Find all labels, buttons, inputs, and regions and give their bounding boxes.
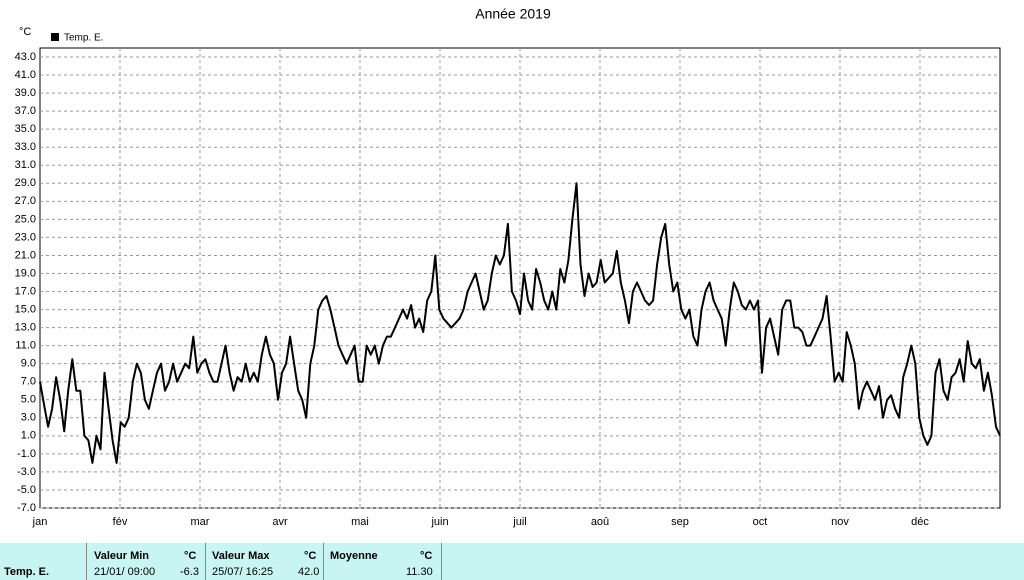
y-tick-label: 37.0 bbox=[15, 105, 36, 117]
separator bbox=[323, 543, 324, 580]
y-tick-label: 43.0 bbox=[15, 51, 36, 63]
y-tick-label: -1.0 bbox=[17, 448, 36, 460]
max-value: 42.0 bbox=[298, 566, 320, 578]
mean-unit: °C bbox=[420, 550, 433, 562]
y-tick-label: 41.0 bbox=[15, 69, 36, 81]
y-tick-label: 35.0 bbox=[15, 123, 36, 135]
x-tick-label: aoû bbox=[591, 516, 609, 528]
max-header: Valeur Max bbox=[212, 550, 270, 562]
x-tick-label: sep bbox=[671, 516, 689, 528]
x-tick-label: nov bbox=[831, 516, 849, 528]
x-tick-label: mai bbox=[351, 516, 369, 528]
max-unit: °C bbox=[304, 550, 317, 562]
y-tick-label: 15.0 bbox=[15, 303, 36, 315]
y-axis-label: °C bbox=[19, 26, 31, 38]
x-tick-label: juil bbox=[512, 516, 526, 528]
separator bbox=[86, 543, 87, 580]
legend-label: Temp. E. bbox=[64, 33, 103, 44]
y-tick-label: -7.0 bbox=[17, 502, 36, 514]
mean-value: 11.30 bbox=[406, 566, 433, 578]
y-tick-label: 13.0 bbox=[15, 322, 36, 334]
y-tick-label: -5.0 bbox=[17, 484, 36, 496]
y-tick-label: 23.0 bbox=[15, 231, 36, 243]
min-header: Valeur Min bbox=[94, 550, 150, 562]
y-tick-label: 25.0 bbox=[15, 213, 36, 225]
min-unit: °C bbox=[184, 550, 197, 562]
x-tick-label: fév bbox=[113, 516, 128, 528]
x-tick-label: juin bbox=[430, 516, 448, 528]
separator bbox=[441, 543, 442, 580]
y-tick-label: 1.0 bbox=[21, 430, 36, 442]
y-tick-label: 5.0 bbox=[21, 394, 36, 406]
y-tick-label: 19.0 bbox=[15, 267, 36, 279]
y-tick-label: 17.0 bbox=[15, 285, 36, 297]
x-tick-label: déc bbox=[911, 516, 929, 528]
mean-header: Moyenne bbox=[330, 550, 378, 562]
row-label: Temp. E. bbox=[4, 566, 50, 578]
stats-table: Temp. E. Valeur Min °C 21/01/ 09:00 -6.3… bbox=[0, 543, 1024, 580]
y-tick-label: 7.0 bbox=[21, 376, 36, 388]
y-tick-label: 9.0 bbox=[21, 358, 36, 370]
y-tick-label: 33.0 bbox=[15, 141, 36, 153]
y-tick-label: 11.0 bbox=[15, 340, 36, 352]
legend-swatch bbox=[51, 33, 59, 41]
x-tick-label: jan bbox=[32, 516, 48, 528]
min-value: -6.3 bbox=[180, 566, 199, 578]
chart: Année 2019 °C Temp. E. 43.0 41.0 39.0 37.0 3… bbox=[15, 6, 1001, 528]
max-date: 25/07/ 16:25 bbox=[212, 566, 274, 578]
separator bbox=[205, 543, 206, 580]
y-tick-label: 39.0 bbox=[15, 87, 36, 99]
y-tick-label: 29.0 bbox=[15, 177, 36, 189]
y-tick-label: 31.0 bbox=[15, 159, 36, 171]
y-tick-label: 3.0 bbox=[21, 412, 36, 424]
y-tick-label: 21.0 bbox=[15, 249, 36, 261]
x-tick-label: avr bbox=[272, 516, 288, 528]
min-date: 21/01/ 09:00 bbox=[94, 566, 156, 578]
chart-title: Année 2019 bbox=[475, 6, 551, 22]
y-tick-label: 27.0 bbox=[15, 195, 36, 207]
x-tick-label: oct bbox=[753, 516, 768, 528]
series-line bbox=[39, 182, 1001, 464]
y-tick-label: -3.0 bbox=[17, 466, 36, 478]
x-tick-label: mar bbox=[191, 516, 210, 528]
